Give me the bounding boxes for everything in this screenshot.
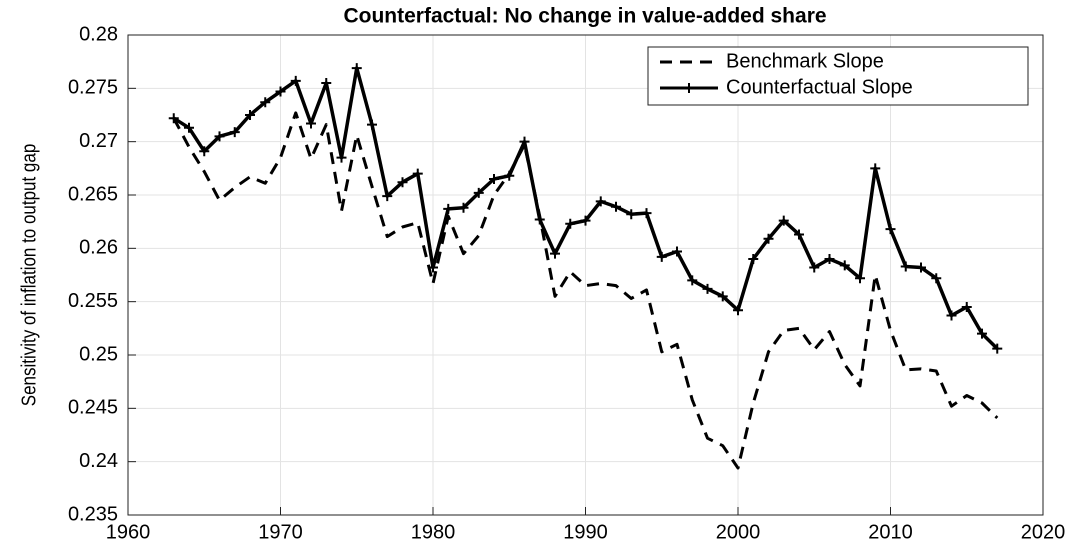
marker — [748, 254, 759, 264]
marker — [870, 163, 881, 174]
marker — [794, 229, 804, 240]
chart-title: Counterfactual: No change in value-added… — [343, 5, 826, 28]
y-tick-label: 0.245 — [68, 397, 118, 419]
marker — [580, 215, 591, 226]
marker — [367, 119, 377, 130]
marker — [900, 261, 911, 272]
marker — [626, 209, 637, 220]
y-axis-label: Sensitivity of inflation to output gap — [17, 144, 40, 407]
y-tick-label: 0.275 — [68, 77, 118, 99]
marker — [214, 131, 225, 142]
marker — [855, 273, 865, 284]
x-tick-label: 1960 — [106, 521, 151, 543]
y-tick-label: 0.24 — [79, 450, 118, 472]
marker — [641, 208, 652, 219]
marker — [550, 248, 560, 259]
marker — [672, 246, 682, 257]
marker — [824, 254, 835, 264]
x-tick-label: 2020 — [1021, 521, 1066, 543]
legend-label: Counterfactual Slope — [726, 76, 913, 98]
marker — [168, 113, 179, 124]
marker — [687, 275, 698, 286]
marker — [245, 110, 255, 120]
marker — [199, 146, 210, 157]
marker — [458, 202, 469, 213]
y-tick-label: 0.27 — [79, 130, 118, 152]
marker — [397, 177, 408, 188]
marker — [229, 127, 240, 138]
marker — [977, 328, 987, 339]
legend: Benchmark Slope Counterfactual Slope — [647, 46, 1029, 106]
marker — [443, 203, 454, 214]
y-tick-label: 0.235 — [68, 503, 118, 525]
marker — [684, 83, 694, 93]
marker — [519, 136, 530, 147]
marker — [946, 310, 957, 321]
marker — [702, 283, 713, 294]
marker — [412, 168, 423, 179]
y-tick-label: 0.25 — [79, 343, 118, 365]
marker — [733, 305, 743, 316]
marker — [336, 152, 347, 163]
marker — [290, 75, 301, 86]
marker — [275, 86, 286, 97]
marker — [763, 233, 774, 244]
marker — [351, 63, 362, 74]
y-tick-label: 0.265 — [68, 183, 118, 205]
marker — [184, 122, 194, 133]
marker — [595, 196, 606, 207]
marker — [885, 224, 896, 235]
marker — [489, 174, 499, 184]
marker — [382, 191, 393, 202]
marker — [931, 273, 942, 284]
marker — [428, 262, 438, 273]
marker — [611, 201, 621, 212]
x-tick-label: 1980 — [411, 521, 456, 543]
marker — [534, 214, 545, 225]
y-tick-label: 0.28 — [79, 23, 118, 45]
marker — [321, 78, 332, 88]
marker — [473, 187, 484, 198]
legend-box — [647, 46, 1029, 106]
x-tick-label: 2010 — [868, 521, 913, 543]
y-tick-label: 0.255 — [68, 290, 118, 312]
marker — [839, 260, 850, 271]
marker — [809, 262, 820, 273]
marker — [565, 218, 576, 229]
marker — [961, 302, 972, 312]
marker — [260, 97, 271, 108]
marker — [717, 291, 728, 302]
x-tick-label: 1970 — [258, 521, 303, 543]
marker — [778, 215, 789, 226]
y-tick-label: 0.26 — [79, 237, 118, 259]
marker — [306, 118, 316, 129]
series-line — [172, 111, 999, 470]
marker — [916, 262, 926, 273]
legend-label: Benchmark Slope — [726, 50, 884, 72]
marker — [656, 251, 667, 262]
x-tick-label: 2000 — [716, 521, 761, 543]
marker — [504, 170, 515, 181]
marker — [992, 343, 1003, 354]
x-tick-label: 1990 — [563, 521, 608, 543]
plot-frame — [127, 34, 1044, 516]
